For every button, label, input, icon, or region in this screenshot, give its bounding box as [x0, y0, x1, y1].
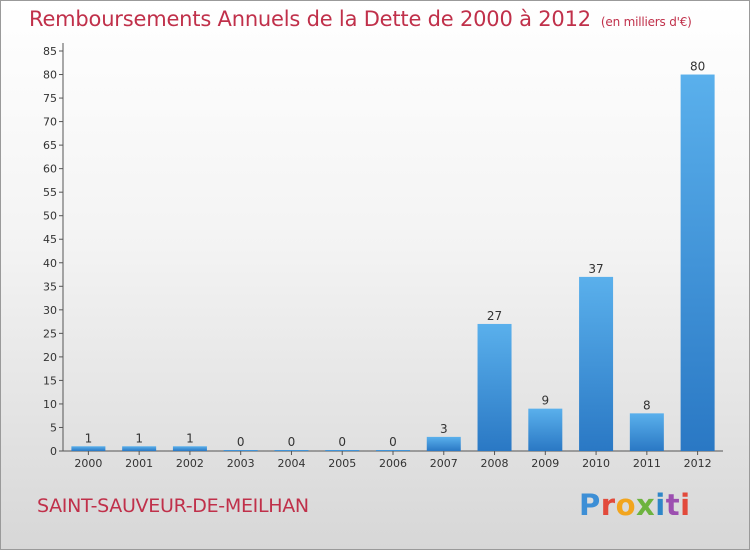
bar-value-label: 0	[288, 435, 296, 449]
x-tick-label: 2012	[684, 457, 712, 470]
logo-letter: r	[600, 488, 616, 522]
x-tick-label: 2001	[125, 457, 153, 470]
bar-value-label: 1	[135, 431, 143, 445]
y-tick-label: 75	[43, 92, 57, 105]
y-tick-label: 40	[43, 257, 57, 270]
y-tick-label: 65	[43, 139, 57, 152]
y-tick-label: 80	[43, 69, 57, 82]
x-tick-label: 2007	[430, 457, 458, 470]
bar-2008	[477, 323, 512, 451]
bar-2011	[629, 413, 664, 451]
bar-2005	[325, 450, 360, 451]
proxiti-logo: Proxiti	[579, 488, 691, 522]
bar-value-label: 9	[541, 394, 549, 408]
bar-value-label: 37	[588, 262, 603, 276]
y-tick-label: 50	[43, 210, 57, 223]
y-tick-label: 20	[43, 351, 57, 364]
bar-2010	[579, 276, 614, 451]
bar-value-label: 0	[237, 435, 245, 449]
x-tick-label: 2004	[277, 457, 305, 470]
bar-value-label: 8	[643, 398, 651, 412]
bar-2001	[122, 446, 157, 451]
x-tick-label: 2006	[379, 457, 407, 470]
bar-2006	[376, 450, 410, 451]
chart-unit-label: (en milliers d'€)	[600, 15, 692, 29]
bar-2003	[223, 450, 258, 451]
y-tick-label: 60	[43, 163, 57, 176]
bar-value-label: 3	[440, 422, 448, 436]
bar-2004	[274, 450, 309, 451]
x-tick-label: 2005	[328, 457, 356, 470]
x-tick-label: 2002	[176, 457, 204, 470]
y-tick-label: 0	[50, 445, 57, 458]
logo-letter: P	[579, 488, 601, 522]
bar-2009	[528, 408, 563, 451]
y-tick-label: 70	[43, 116, 57, 129]
x-tick-label: 2000	[74, 457, 102, 470]
bar-2002	[172, 446, 207, 451]
bar-value-label: 0	[389, 435, 397, 449]
y-tick-label: 45	[43, 233, 57, 246]
y-tick-label: 10	[43, 398, 57, 411]
logo-letter: i	[680, 488, 691, 522]
logo-letter: t	[665, 488, 681, 522]
logo-letter: x	[636, 488, 656, 522]
y-tick-label: 5	[50, 421, 57, 434]
logo-letter: i	[655, 488, 666, 522]
bar-value-label: 0	[338, 435, 346, 449]
logo-letter: o	[615, 488, 637, 522]
y-tick-label: 30	[43, 304, 57, 317]
y-tick-label: 15	[43, 374, 57, 387]
bar-value-label: 1	[186, 431, 194, 445]
y-tick-label: 35	[43, 280, 57, 293]
chart-title: Remboursements Annuels de la Dette de 20…	[29, 7, 692, 31]
city-name: SAINT-SAUVEUR-DE-MEILHAN	[37, 495, 309, 517]
bar-2012	[680, 74, 715, 451]
bar-value-label: 80	[690, 60, 705, 74]
x-tick-label: 2011	[633, 457, 661, 470]
x-tick-label: 2008	[481, 457, 509, 470]
bar-value-label: 27	[487, 309, 502, 323]
x-tick-label: 2003	[227, 457, 255, 470]
bar-2007	[426, 436, 461, 451]
y-tick-label: 25	[43, 327, 57, 340]
bar-2000	[71, 446, 106, 451]
y-tick-label: 85	[43, 45, 57, 58]
bar-value-label: 1	[85, 431, 93, 445]
x-tick-label: 2010	[582, 457, 610, 470]
y-tick-label: 55	[43, 186, 57, 199]
chart-title-text: Remboursements Annuels de la Dette de 20…	[29, 7, 591, 31]
x-tick-label: 2009	[531, 457, 559, 470]
